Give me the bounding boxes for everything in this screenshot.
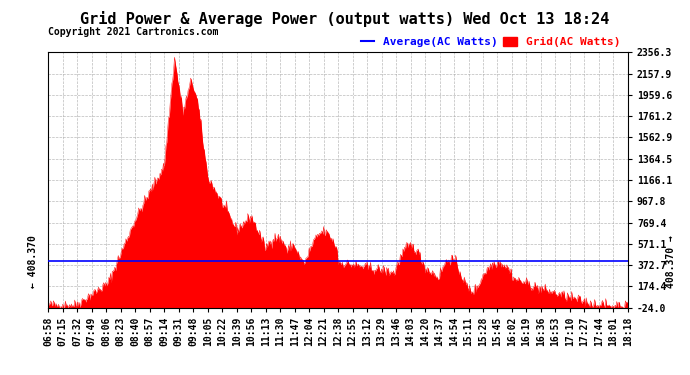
Text: Copyright 2021 Cartronics.com: Copyright 2021 Cartronics.com <box>48 27 219 37</box>
Legend: Average(AC Watts), Grid(AC Watts): Average(AC Watts), Grid(AC Watts) <box>359 35 622 50</box>
Text: 408.370 →: 408.370 → <box>666 235 676 288</box>
Text: ← 408.370: ← 408.370 <box>28 235 38 288</box>
Text: Grid Power & Average Power (output watts) Wed Oct 13 18:24: Grid Power & Average Power (output watts… <box>80 11 610 27</box>
